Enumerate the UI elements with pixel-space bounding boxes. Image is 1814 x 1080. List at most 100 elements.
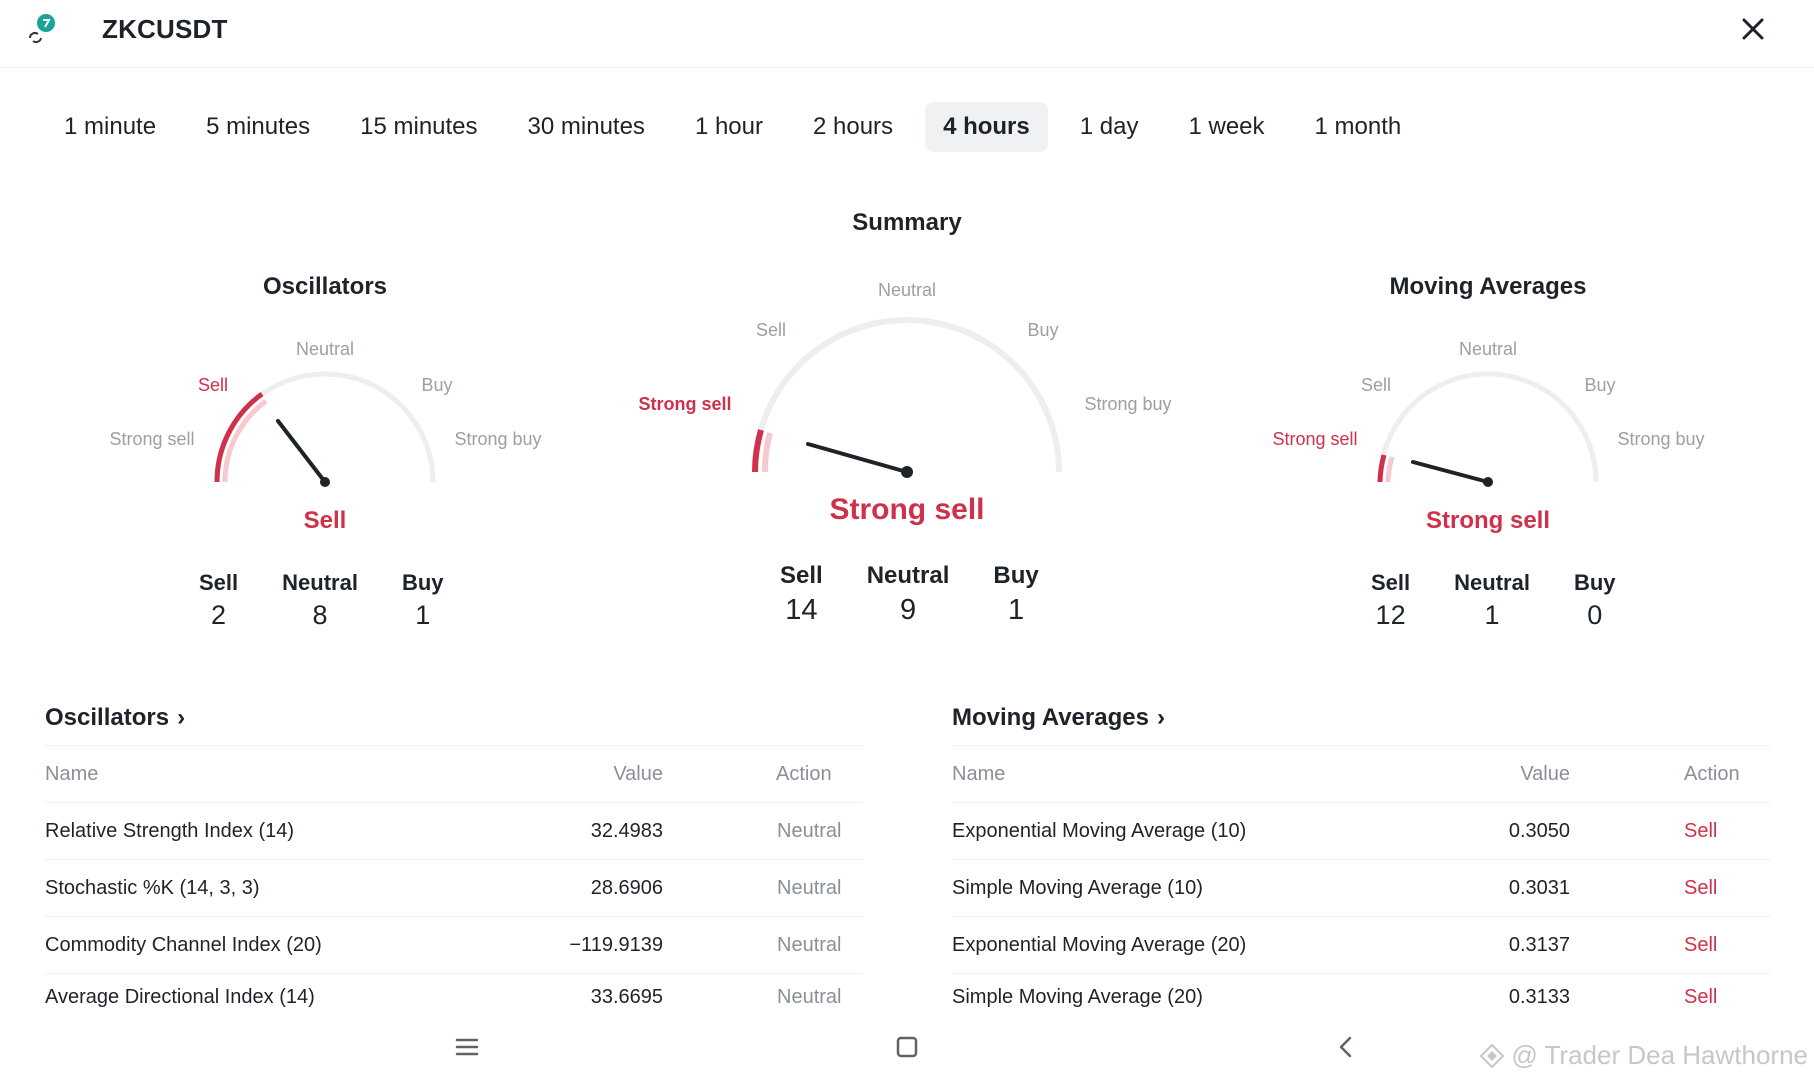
oscillators-gauge-fill-inner <box>222 398 268 483</box>
table-row: Exponential Moving Average (20) 0.3137 S… <box>952 917 1770 974</box>
column-value: Value <box>613 762 663 785</box>
moving-averages-label-strong-sell: Strong sell <box>1272 429 1357 449</box>
moving-averages-table-title: Moving Averages <box>952 703 1149 731</box>
summary-title: Summary <box>852 209 962 236</box>
moving-averages-gauge-title: Moving Averages <box>1390 273 1587 300</box>
table-header-row: Name Value Action <box>952 746 1770 803</box>
menu-icon[interactable] <box>447 1030 487 1064</box>
tab-1-week[interactable]: 1 week <box>1188 113 1265 140</box>
table-row: Simple Moving Average (10) 0.3031 Sell <box>952 860 1770 917</box>
indicator-name: Simple Moving Average (10) <box>952 876 1203 899</box>
count-value: 1 <box>1007 594 1025 626</box>
oscillators-label-buy: Buy <box>421 375 452 395</box>
indicator-action: Neutral <box>777 933 842 956</box>
indicator-action: Neutral <box>777 876 842 899</box>
oscillators-label-neutral: Neutral <box>296 339 354 359</box>
oscillators-gauge-track <box>214 371 436 483</box>
moving-averages-gauge-track <box>1377 371 1599 483</box>
count-label: Sell <box>1371 570 1411 595</box>
tab-1-minute[interactable]: 1 minute <box>64 113 157 140</box>
watermark: @ Trader Dea Hawthorne <box>1479 1040 1808 1071</box>
indicator-value: −119.9139 <box>569 933 663 956</box>
tab-1-hour[interactable]: 1 hour <box>694 113 763 140</box>
indicator-name: Exponential Moving Average (20) <box>952 933 1247 956</box>
close-icon[interactable] <box>1736 12 1770 46</box>
moving-averages-count-buy: Buy 0 <box>1574 570 1616 631</box>
oscillators-gauge-result: Sell <box>304 507 347 534</box>
indicator-action: Sell <box>1684 986 1718 1008</box>
moving-averages-label-sell: Sell <box>1361 375 1391 395</box>
indicator-value: 33.6695 <box>590 986 663 1008</box>
count-label: Buy <box>1573 570 1616 595</box>
count-value: 9 <box>899 594 917 626</box>
oscillators-table-title: Oscillators <box>45 703 170 731</box>
oscillators-label-strong-buy: Strong buy <box>454 429 541 449</box>
indicator-value: 0.3050 <box>1508 819 1570 842</box>
tab-15-minutes[interactable]: 15 minutes <box>360 113 478 140</box>
oscillators-gauge-pivot <box>320 477 330 487</box>
table-row: Stochastic %K (14, 3, 3) 28.6906 Neutral <box>45 860 863 917</box>
count-label: Neutral <box>866 562 950 589</box>
tab-1-month[interactable]: 1 month <box>1314 113 1402 140</box>
table-row: Relative Strength Index (14) 32.4983 Neu… <box>45 803 863 860</box>
count-label: Buy <box>993 562 1039 589</box>
oscillators-gauge-title: Oscillators <box>263 273 387 300</box>
summary-count-buy: Buy 1 <box>993 562 1038 627</box>
indicator-value: 0.3137 <box>1508 933 1570 956</box>
chevron-right-icon: › <box>177 703 186 731</box>
moving-averages-label-strong-buy: Strong buy <box>1617 429 1704 449</box>
table-row: Commodity Channel Index (20) −119.9139 N… <box>45 917 863 974</box>
column-name: Name <box>45 762 99 785</box>
table-row: Average Directional Index (14) 33.6695 N… <box>45 974 863 1016</box>
count-label: Sell <box>199 570 239 595</box>
table-row: Exponential Moving Average (10) 0.3050 S… <box>952 803 1770 860</box>
moving-averages-gauge-pivot <box>1483 477 1493 487</box>
count-value: 1 <box>415 600 431 630</box>
indicator-name: Commodity Channel Index (20) <box>45 933 322 956</box>
count-value: 0 <box>1587 600 1603 630</box>
indicator-name: Stochastic %K (14, 3, 3) <box>45 876 260 899</box>
indicator-value: 32.4983 <box>590 819 663 842</box>
back-chevron-icon[interactable] <box>1326 1030 1366 1064</box>
count-label: Sell <box>780 562 823 589</box>
home-square-icon[interactable] <box>887 1030 927 1064</box>
summary-gauge-result: Strong sell <box>829 493 984 526</box>
chevron-right-icon: › <box>1156 703 1165 731</box>
count-value: 12 <box>1375 600 1406 630</box>
count-label: Buy <box>401 570 444 595</box>
moving-averages-table-header-link[interactable]: Moving Averages › <box>952 690 1770 746</box>
summary-count-sell: Sell 14 <box>780 562 823 627</box>
indicator-name: Average Directional Index (14) <box>45 986 315 1008</box>
table-row: Simple Moving Average (20) 0.3133 Sell <box>952 974 1770 1016</box>
tab-1-day[interactable]: 1 day <box>1079 113 1139 140</box>
summary-gauge-needle <box>806 442 909 474</box>
tab-30-minutes[interactable]: 30 minutes <box>527 113 645 140</box>
tab-4-hours[interactable]: 4 hours <box>925 102 1048 152</box>
indicator-name: Relative Strength Index (14) <box>45 819 295 842</box>
timeframe-tabs: 1 minute 5 minutes 15 minutes 30 minutes… <box>46 102 1433 152</box>
indicator-action: Neutral <box>777 819 842 842</box>
oscillators-count-sell: Sell 2 <box>199 570 238 631</box>
table-header-row: Name Value Action <box>45 746 863 803</box>
moving-averages-gauge-fill-inner <box>1385 456 1395 483</box>
tab-5-minutes[interactable]: 5 minutes <box>206 113 311 140</box>
moving-averages-label-neutral: Neutral <box>1459 339 1517 359</box>
summary-label-sell: Sell <box>756 320 786 340</box>
summary-gauge-fill-inner <box>761 432 773 473</box>
oscillators-gauge-needle <box>276 419 327 484</box>
summary-label-buy: Buy <box>1027 320 1058 340</box>
tab-2-hours[interactable]: 2 hours <box>813 113 894 140</box>
oscillators-table: Oscillators › Name Value Action Relative… <box>45 690 863 1016</box>
moving-averages-count-neutral: Neutral 1 <box>1454 570 1530 631</box>
column-action: Action <box>776 762 832 785</box>
moving-averages-gauge-result: Strong sell <box>1426 507 1550 534</box>
indicator-value: 0.3031 <box>1508 876 1570 899</box>
summary-label-neutral: Neutral <box>878 280 936 300</box>
gauges: Oscillators Neutral Sell Buy Strong sell… <box>109 273 1704 534</box>
oscillators-label-strong-sell: Strong sell <box>109 429 194 449</box>
column-name: Name <box>952 762 1006 785</box>
oscillators-label-sell: Sell <box>198 375 228 395</box>
moving-averages-table: Moving Averages › Name Value Action Expo… <box>952 690 1770 1016</box>
oscillators-table-header-link[interactable]: Oscillators › <box>45 690 863 746</box>
summary-gauge-fill <box>752 429 764 473</box>
